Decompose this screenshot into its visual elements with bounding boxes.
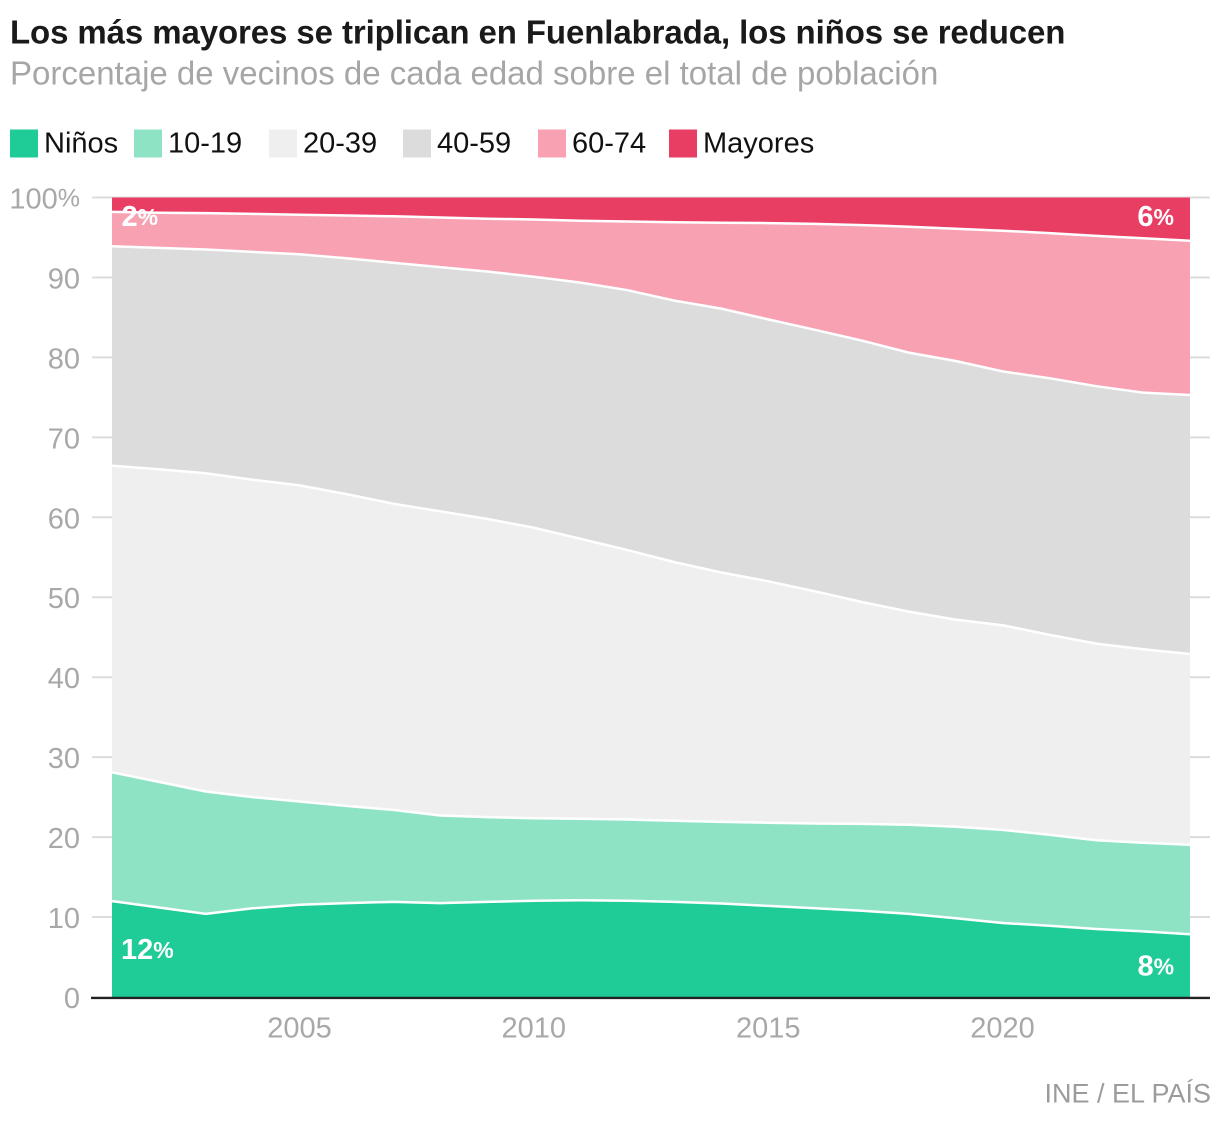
- svg-text:6%: 6%: [1137, 201, 1174, 233]
- svg-text:20: 20: [48, 823, 80, 855]
- svg-text:20-39: 20-39: [303, 128, 377, 160]
- svg-text:INE / EL PAÍS: INE / EL PAÍS: [1044, 1079, 1211, 1109]
- svg-text:2005: 2005: [267, 1013, 332, 1045]
- svg-text:10: 10: [48, 903, 80, 935]
- svg-text:80: 80: [48, 343, 80, 375]
- svg-text:40: 40: [48, 663, 80, 695]
- svg-text:50: 50: [48, 583, 80, 615]
- svg-text:100%: 100%: [9, 184, 80, 216]
- svg-text:2015: 2015: [736, 1013, 801, 1045]
- svg-text:10-19: 10-19: [168, 128, 242, 160]
- svg-text:60: 60: [48, 503, 80, 535]
- svg-text:90: 90: [48, 264, 80, 296]
- svg-text:2020: 2020: [970, 1013, 1035, 1045]
- svg-text:40-59: 40-59: [437, 128, 511, 160]
- svg-text:Mayores: Mayores: [703, 128, 814, 160]
- svg-text:0: 0: [64, 983, 80, 1015]
- svg-text:70: 70: [48, 423, 80, 455]
- svg-text:Los más mayores se triplican e: Los más mayores se triplican en Fuenlabr…: [10, 14, 1065, 51]
- svg-text:2010: 2010: [502, 1013, 567, 1045]
- svg-text:30: 30: [48, 743, 80, 775]
- svg-text:8%: 8%: [1138, 951, 1175, 983]
- svg-text:Porcentaje de vecinos de cada: Porcentaje de vecinos de cada edad sobre…: [10, 55, 938, 92]
- svg-text:2%: 2%: [122, 201, 159, 233]
- svg-text:Niños: Niños: [44, 128, 118, 160]
- svg-text:12%: 12%: [121, 934, 174, 966]
- svg-text:60-74: 60-74: [572, 128, 646, 160]
